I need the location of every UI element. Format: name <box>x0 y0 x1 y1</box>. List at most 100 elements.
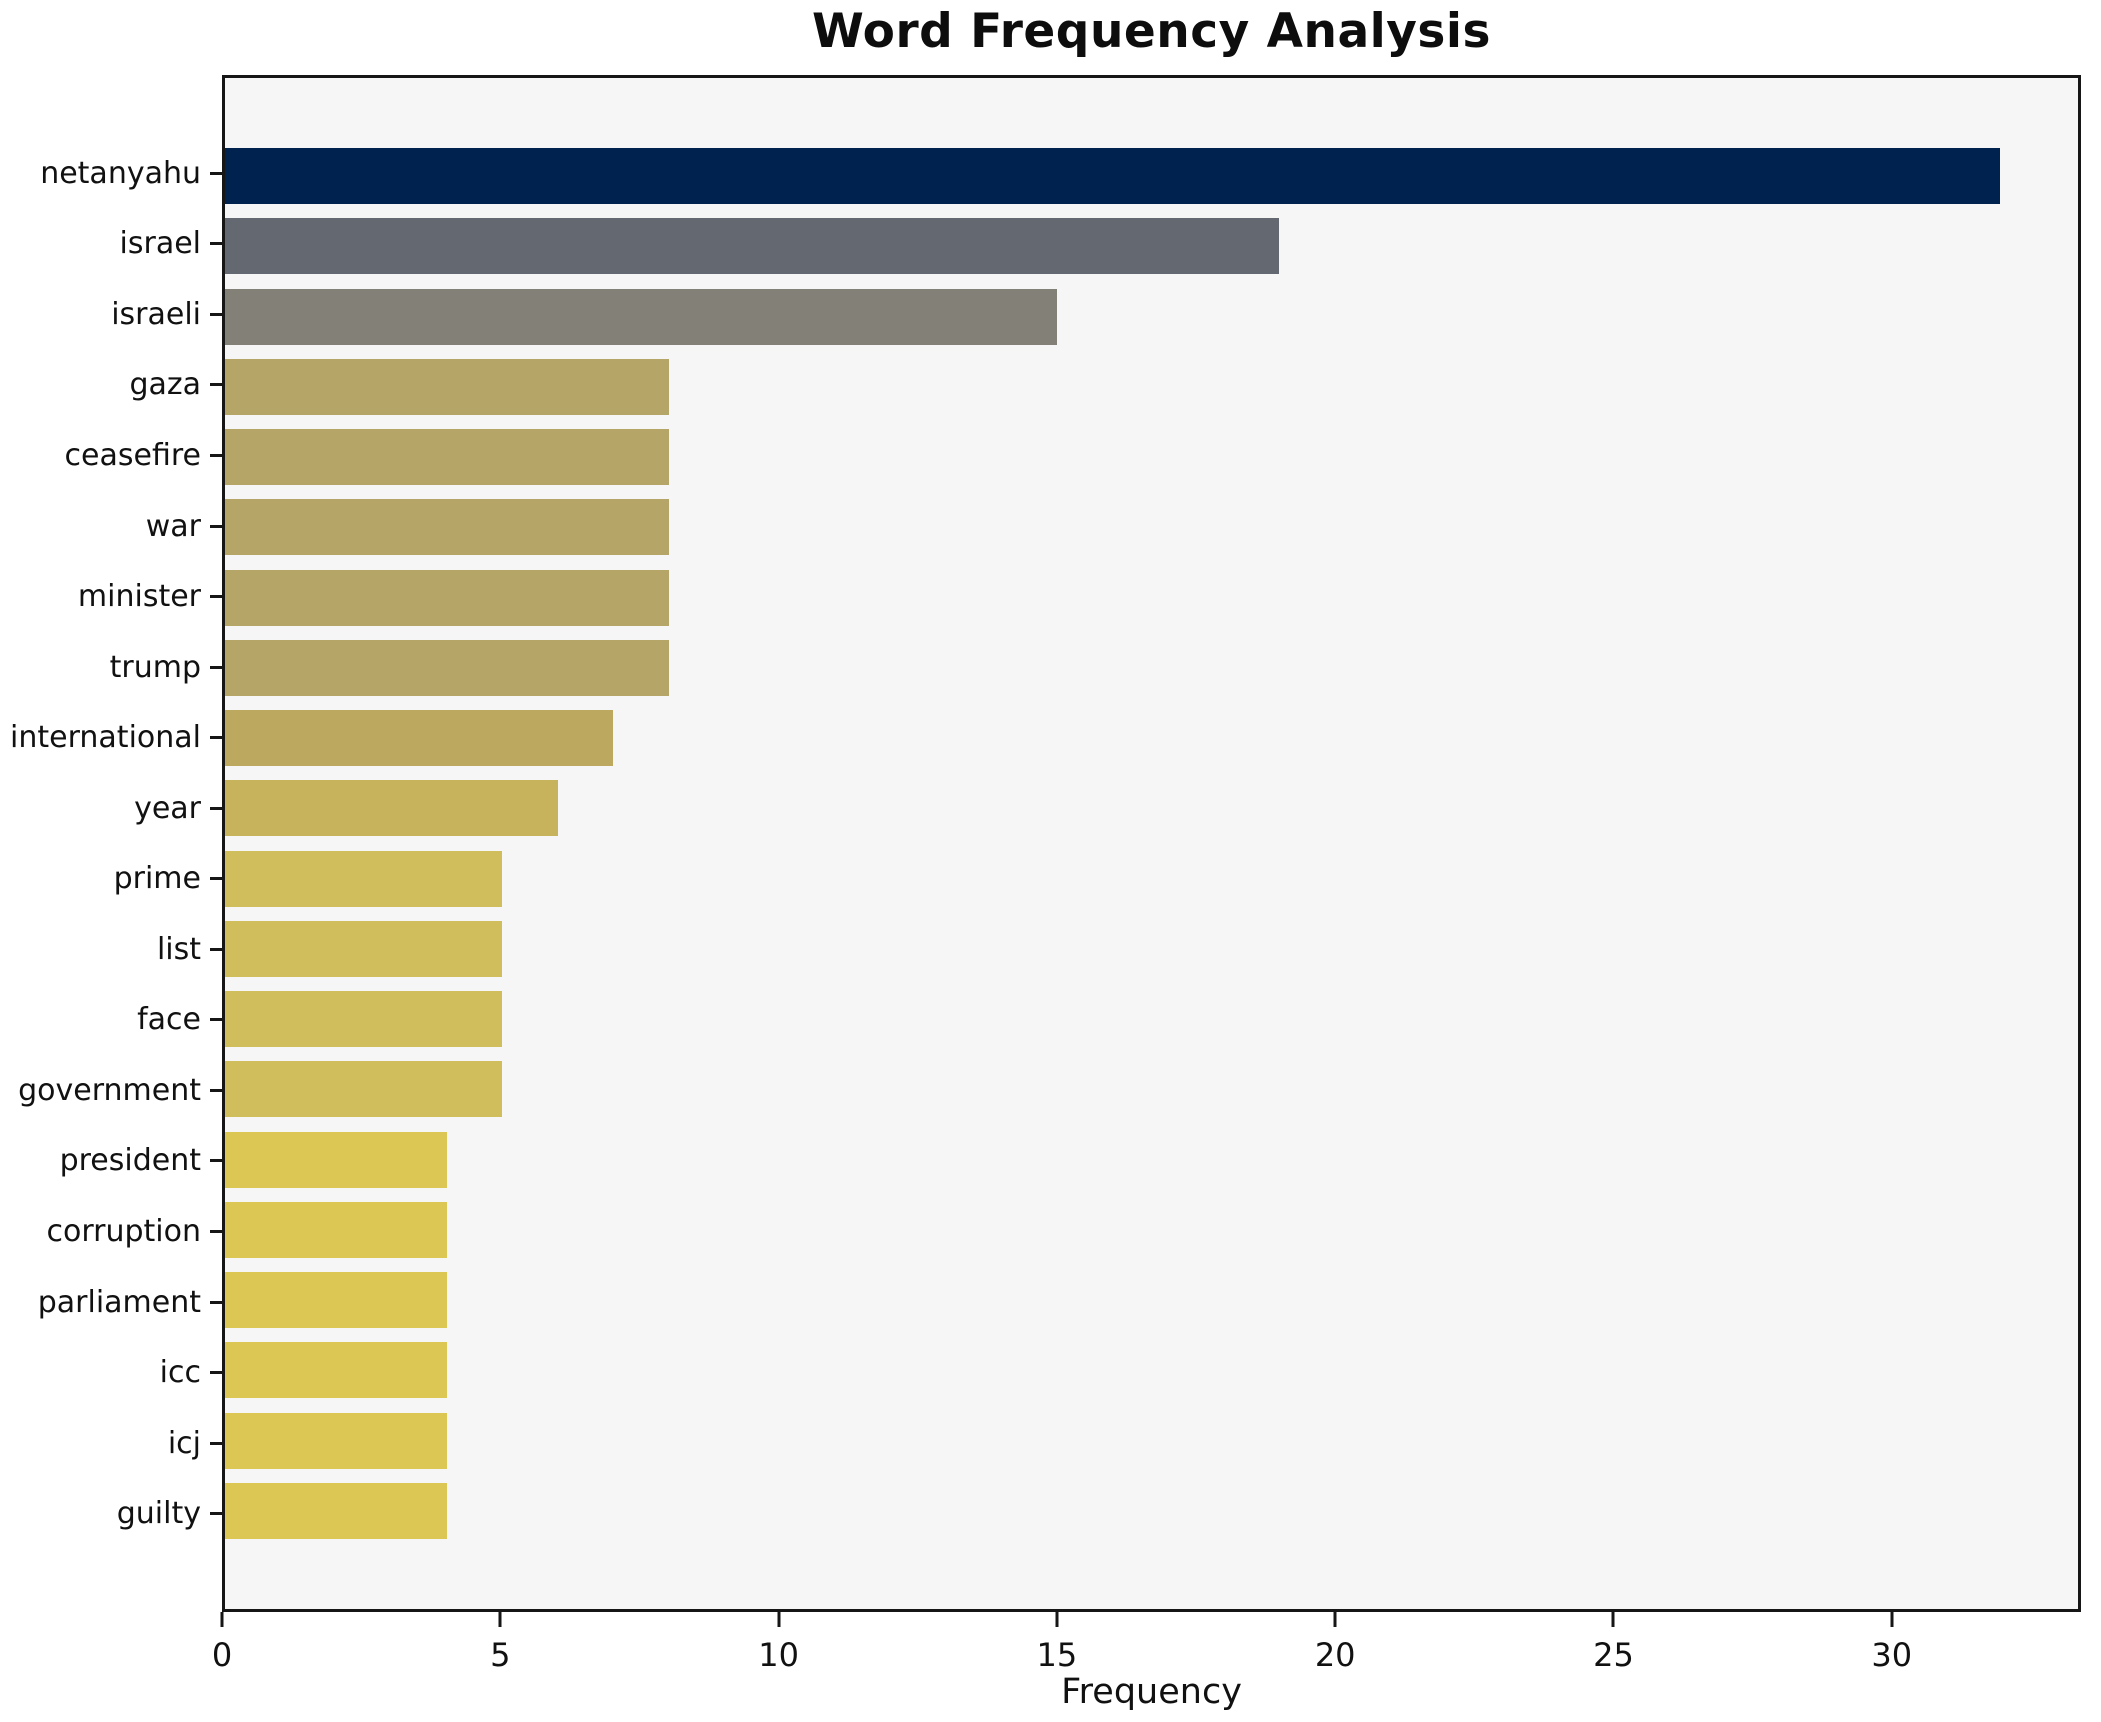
y-label-row: gaza <box>0 350 222 421</box>
bar <box>225 429 669 486</box>
bar <box>225 148 2001 205</box>
y-tick-mark <box>210 383 222 387</box>
bar <box>225 1201 447 1258</box>
x-tick-label: 5 <box>490 1636 511 1674</box>
y-tick-label: parliament <box>37 1284 201 1320</box>
y-tick-label: guilty <box>116 1496 201 1532</box>
y-tick-label: year <box>134 790 201 826</box>
y-tick-mark <box>210 1159 222 1163</box>
y-label-row: icj <box>0 1408 222 1479</box>
y-tick-mark <box>210 1229 222 1233</box>
y-label-row: prime <box>0 843 222 914</box>
bar <box>225 288 1058 345</box>
x-tick-label: 20 <box>1314 1636 1356 1674</box>
y-label-row: ceasefire <box>0 420 222 491</box>
bar <box>225 358 669 415</box>
y-label-row: icc <box>0 1337 222 1408</box>
y-tick-mark <box>210 453 222 457</box>
y-tick-mark <box>210 1300 222 1304</box>
y-tick-mark <box>210 312 222 316</box>
y-tick-label: corruption <box>46 1213 201 1249</box>
y-tick-label: government <box>18 1072 201 1108</box>
bar-row <box>225 1125 2078 1195</box>
bar <box>225 1342 447 1399</box>
x-tick-label: 0 <box>211 1636 233 1674</box>
y-label-row: israel <box>0 209 222 280</box>
x-tick-mark <box>777 1612 781 1627</box>
x-tick-mark <box>1055 1612 1059 1627</box>
y-tick-mark <box>210 595 222 599</box>
y-tick-label: israeli <box>111 296 201 332</box>
y-label-row: face <box>0 985 222 1056</box>
x-tick-mark <box>1890 1612 1894 1627</box>
y-label-row: guilty <box>0 1478 222 1549</box>
bar-row <box>225 703 2078 773</box>
bar-row <box>225 1335 2078 1405</box>
y-tick-label: israel <box>119 226 201 262</box>
y-label-row: trump <box>0 632 222 703</box>
bar <box>225 991 503 1048</box>
bar <box>225 710 614 767</box>
y-tick-mark <box>210 806 222 810</box>
y-label-row: netanyahu <box>0 138 222 209</box>
bar <box>225 1272 447 1329</box>
bar-row <box>225 1476 2078 1546</box>
y-label-row: president <box>0 1126 222 1197</box>
bar-row <box>225 352 2078 422</box>
bar-row <box>225 282 2078 352</box>
y-tick-label: prime <box>113 861 201 897</box>
bar <box>225 218 1280 275</box>
y-tick-mark <box>210 665 222 669</box>
bars-container <box>225 78 2078 1609</box>
y-tick-label: icc <box>159 1355 201 1391</box>
x-tick-mark <box>1333 1612 1337 1627</box>
y-tick-label: trump <box>109 649 201 685</box>
x-axis-label: Frequency <box>1061 1672 1242 1712</box>
y-label-row: parliament <box>0 1267 222 1338</box>
bar <box>225 1412 447 1469</box>
y-tick-mark <box>210 1371 222 1375</box>
y-tick-mark <box>210 1088 222 1092</box>
bar-row <box>225 1054 2078 1124</box>
bar <box>225 780 558 837</box>
y-tick-mark <box>210 242 222 246</box>
bar-row <box>225 563 2078 633</box>
bar-row <box>225 1265 2078 1335</box>
bar <box>225 1061 503 1118</box>
y-tick-mark <box>210 1512 222 1516</box>
y-tick-label: netanyahu <box>40 155 201 191</box>
bar <box>225 569 669 626</box>
bar-row <box>225 1195 2078 1265</box>
y-tick-label: gaza <box>129 367 201 403</box>
y-label-row: war <box>0 491 222 562</box>
bar-row <box>225 633 2078 703</box>
bar <box>225 920 503 977</box>
bar-row <box>225 914 2078 984</box>
y-tick-label: list <box>156 931 201 967</box>
y-label-row: list <box>0 914 222 985</box>
bar <box>225 499 669 556</box>
bar-row <box>225 422 2078 492</box>
y-label-row: corruption <box>0 1196 222 1267</box>
y-tick-mark <box>210 1441 222 1445</box>
x-tick-label: 25 <box>1593 1636 1634 1674</box>
y-tick-mark <box>210 947 222 951</box>
y-tick-mark <box>210 524 222 528</box>
x-tick-label: 10 <box>758 1636 799 1674</box>
x-tick-mark <box>498 1612 502 1627</box>
y-tick-label: international <box>10 720 201 756</box>
bar-row <box>225 984 2078 1054</box>
bar-row <box>225 773 2078 843</box>
x-tick-label: 30 <box>1871 1636 1913 1674</box>
x-tick-label: 15 <box>1036 1636 1078 1674</box>
bar-row <box>225 844 2078 914</box>
y-tick-label: minister <box>77 579 201 615</box>
bar <box>225 639 669 696</box>
y-label-row: government <box>0 1055 222 1126</box>
y-label-row: year <box>0 773 222 844</box>
y-label-row: international <box>0 702 222 773</box>
y-tick-mark <box>210 736 222 740</box>
bar <box>225 1131 447 1188</box>
y-tick-mark <box>210 877 222 881</box>
y-tick-label: president <box>59 1143 201 1179</box>
